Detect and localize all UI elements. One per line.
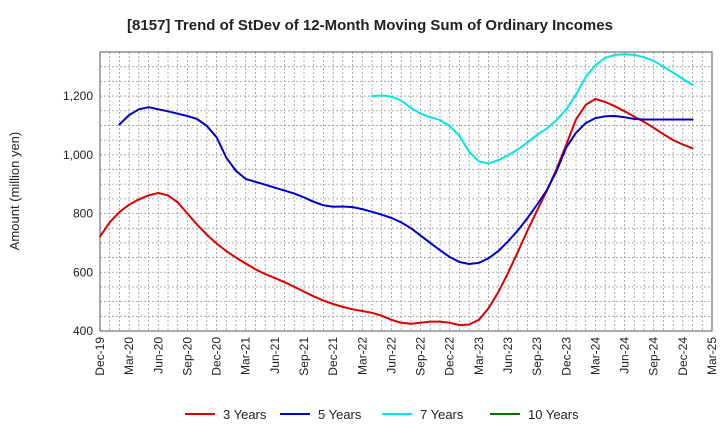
x-tick-label: Dec-23 <box>559 337 573 376</box>
x-axis-ticks: Dec-19 Mar-20 Jun-20 Sep-20 Dec-20 Mar-21 Jun-… <box>93 337 719 376</box>
x-tick-label: Dec-22 <box>443 337 457 376</box>
legend-label-3-years: 3 Years <box>223 407 267 422</box>
x-tick-label: Mar-24 <box>588 337 602 375</box>
legend: 3 Years 5 Years 7 Years 10 Years <box>185 407 579 422</box>
x-tick-label: Sep-20 <box>180 337 194 376</box>
y-axis-label: Amount (million yen) <box>7 132 22 251</box>
legend-label-10-years: 10 Years <box>528 407 579 422</box>
x-tick-label: Jun-22 <box>384 337 398 374</box>
x-tick-label: Jun-24 <box>618 337 632 374</box>
series-line-7-years <box>371 53 694 165</box>
legend-label-7-years: 7 Years <box>420 407 464 422</box>
plot-frame <box>99 51 713 332</box>
series-line-3-years <box>99 98 694 327</box>
x-tick-label: Mar-22 <box>355 337 369 375</box>
x-tick-label: Mar-20 <box>122 337 136 375</box>
y-tick-label: 600 <box>73 265 93 279</box>
x-tick-label: Dec-19 <box>93 337 107 376</box>
x-tick-label: Sep-22 <box>414 337 428 376</box>
series-line-5-years <box>118 106 694 265</box>
x-tick-label: Sep-21 <box>297 337 311 376</box>
y-tick-label: 1,200 <box>63 89 93 103</box>
x-tick-label: Sep-24 <box>647 337 661 376</box>
x-tick-label: Dec-20 <box>210 337 224 376</box>
x-tick-label: Sep-23 <box>530 337 544 376</box>
y-axis-ticks: 400 600 800 1,000 1,200 <box>63 89 93 338</box>
y-tick-label: 400 <box>73 324 93 338</box>
x-tick-label: Jun-20 <box>151 337 165 374</box>
x-tick-label: Mar-23 <box>472 337 486 375</box>
x-tick-label: Dec-21 <box>326 337 340 376</box>
x-tick-label: Mar-21 <box>239 337 253 375</box>
chart-title: [8157] Trend of StDev of 12-Month Moving… <box>127 17 613 34</box>
x-tick-label: Mar-25 <box>705 337 719 375</box>
series-layer <box>99 53 694 327</box>
x-tick-label: Jun-21 <box>268 337 282 374</box>
x-tick-label: Dec-24 <box>676 337 690 376</box>
legend-label-5-years: 5 Years <box>318 407 362 422</box>
grid <box>99 51 713 332</box>
y-tick-label: 1,000 <box>63 148 93 162</box>
x-tick-label: Jun-23 <box>501 337 515 374</box>
y-tick-label: 800 <box>73 207 93 221</box>
